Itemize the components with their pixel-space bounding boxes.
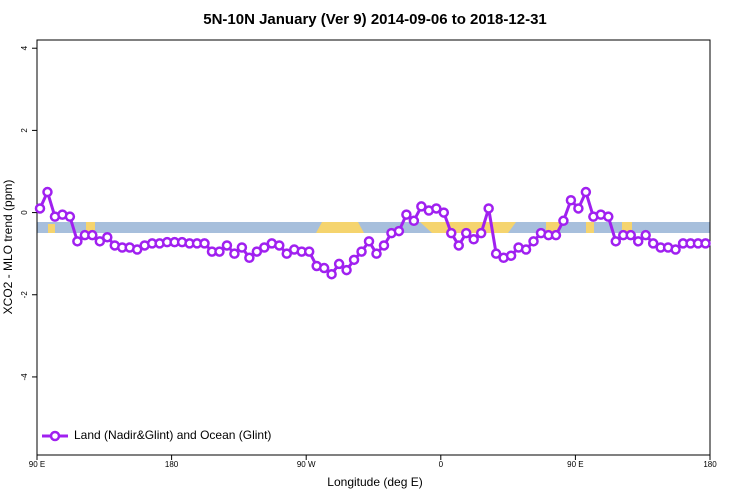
land-patch [316, 222, 364, 233]
data-point [700, 238, 711, 249]
y-tick-label: 2 [20, 128, 29, 133]
data-point [348, 254, 360, 266]
data-point [416, 201, 427, 212]
data-point [214, 246, 225, 257]
data-point [431, 203, 442, 214]
data-point [468, 234, 479, 245]
data-point [94, 236, 106, 247]
data-point [378, 240, 390, 251]
plot-frame [36, 39, 711, 456]
data-point [558, 215, 569, 227]
data-point [318, 262, 330, 274]
data-point [363, 236, 375, 247]
data-point [42, 186, 53, 198]
data-point [610, 236, 622, 247]
data-point [102, 231, 113, 243]
x-tick-label: 180 [165, 460, 179, 469]
data-point [199, 238, 210, 249]
data-point [274, 240, 285, 251]
data-point [131, 244, 143, 255]
y-tick-label: -2 [20, 291, 29, 299]
data-point [326, 268, 337, 280]
data-point [87, 229, 98, 241]
data-point [490, 248, 502, 259]
x-tick-label: 90 W [297, 460, 316, 469]
x-tick-label: 0 [439, 460, 444, 469]
data-point [453, 240, 464, 251]
data-point [460, 227, 472, 239]
y-tick-label: 0 [20, 210, 29, 215]
data-point [64, 211, 76, 222]
x-tick-label: 90 E [567, 460, 583, 469]
x-tick-label: 180 [703, 460, 717, 469]
x-tick-label: 90 E [29, 460, 45, 469]
data-point [670, 244, 681, 255]
data-point [236, 242, 248, 253]
data-point [632, 236, 644, 247]
data-point [259, 242, 270, 253]
data-point [520, 244, 532, 255]
data-point [341, 264, 352, 276]
legend-label: Land (Nadir&Glint) and Ocean (Glint) [74, 428, 271, 442]
data-point [221, 240, 233, 251]
x-axis-label: Longitude (deg E) [327, 475, 422, 489]
data-point [625, 229, 636, 241]
land-patch [586, 222, 594, 233]
land-patch [622, 222, 632, 233]
data-point [438, 207, 450, 218]
data-point [505, 250, 517, 261]
data-point [34, 203, 46, 214]
land-patch [48, 224, 55, 233]
data-point [371, 248, 382, 259]
legend-marker [49, 430, 61, 442]
data-point [647, 238, 659, 249]
ocean-strip [37, 222, 710, 233]
data-point [565, 194, 577, 206]
data-point [244, 252, 255, 264]
data-point [446, 227, 457, 239]
data-point [229, 248, 240, 259]
data-point [408, 215, 420, 227]
land-patch [86, 222, 95, 233]
land-patch [546, 222, 560, 233]
data-point [251, 246, 263, 257]
data-point [333, 258, 345, 270]
data-point [483, 203, 494, 214]
series-line [38, 187, 706, 277]
chart-title: 5N-10N January (Ver 9) 2014-09-06 to 201… [203, 11, 547, 28]
data-point [303, 246, 315, 257]
data-point [603, 211, 614, 222]
data-point [393, 225, 405, 237]
y-axis-label: XCO2 - MLO trend (ppm) [1, 180, 15, 315]
data-point [640, 229, 651, 241]
data-point [356, 246, 367, 257]
data-point [401, 209, 412, 220]
data-point [475, 227, 487, 239]
y-tick-label: 4 [20, 45, 29, 50]
data-point [72, 236, 83, 247]
y-tick-label: -4 [20, 373, 29, 381]
data-point [580, 186, 592, 198]
data-point [528, 236, 539, 247]
data-point [573, 203, 584, 214]
data-point [281, 248, 293, 259]
data-point [550, 229, 562, 241]
